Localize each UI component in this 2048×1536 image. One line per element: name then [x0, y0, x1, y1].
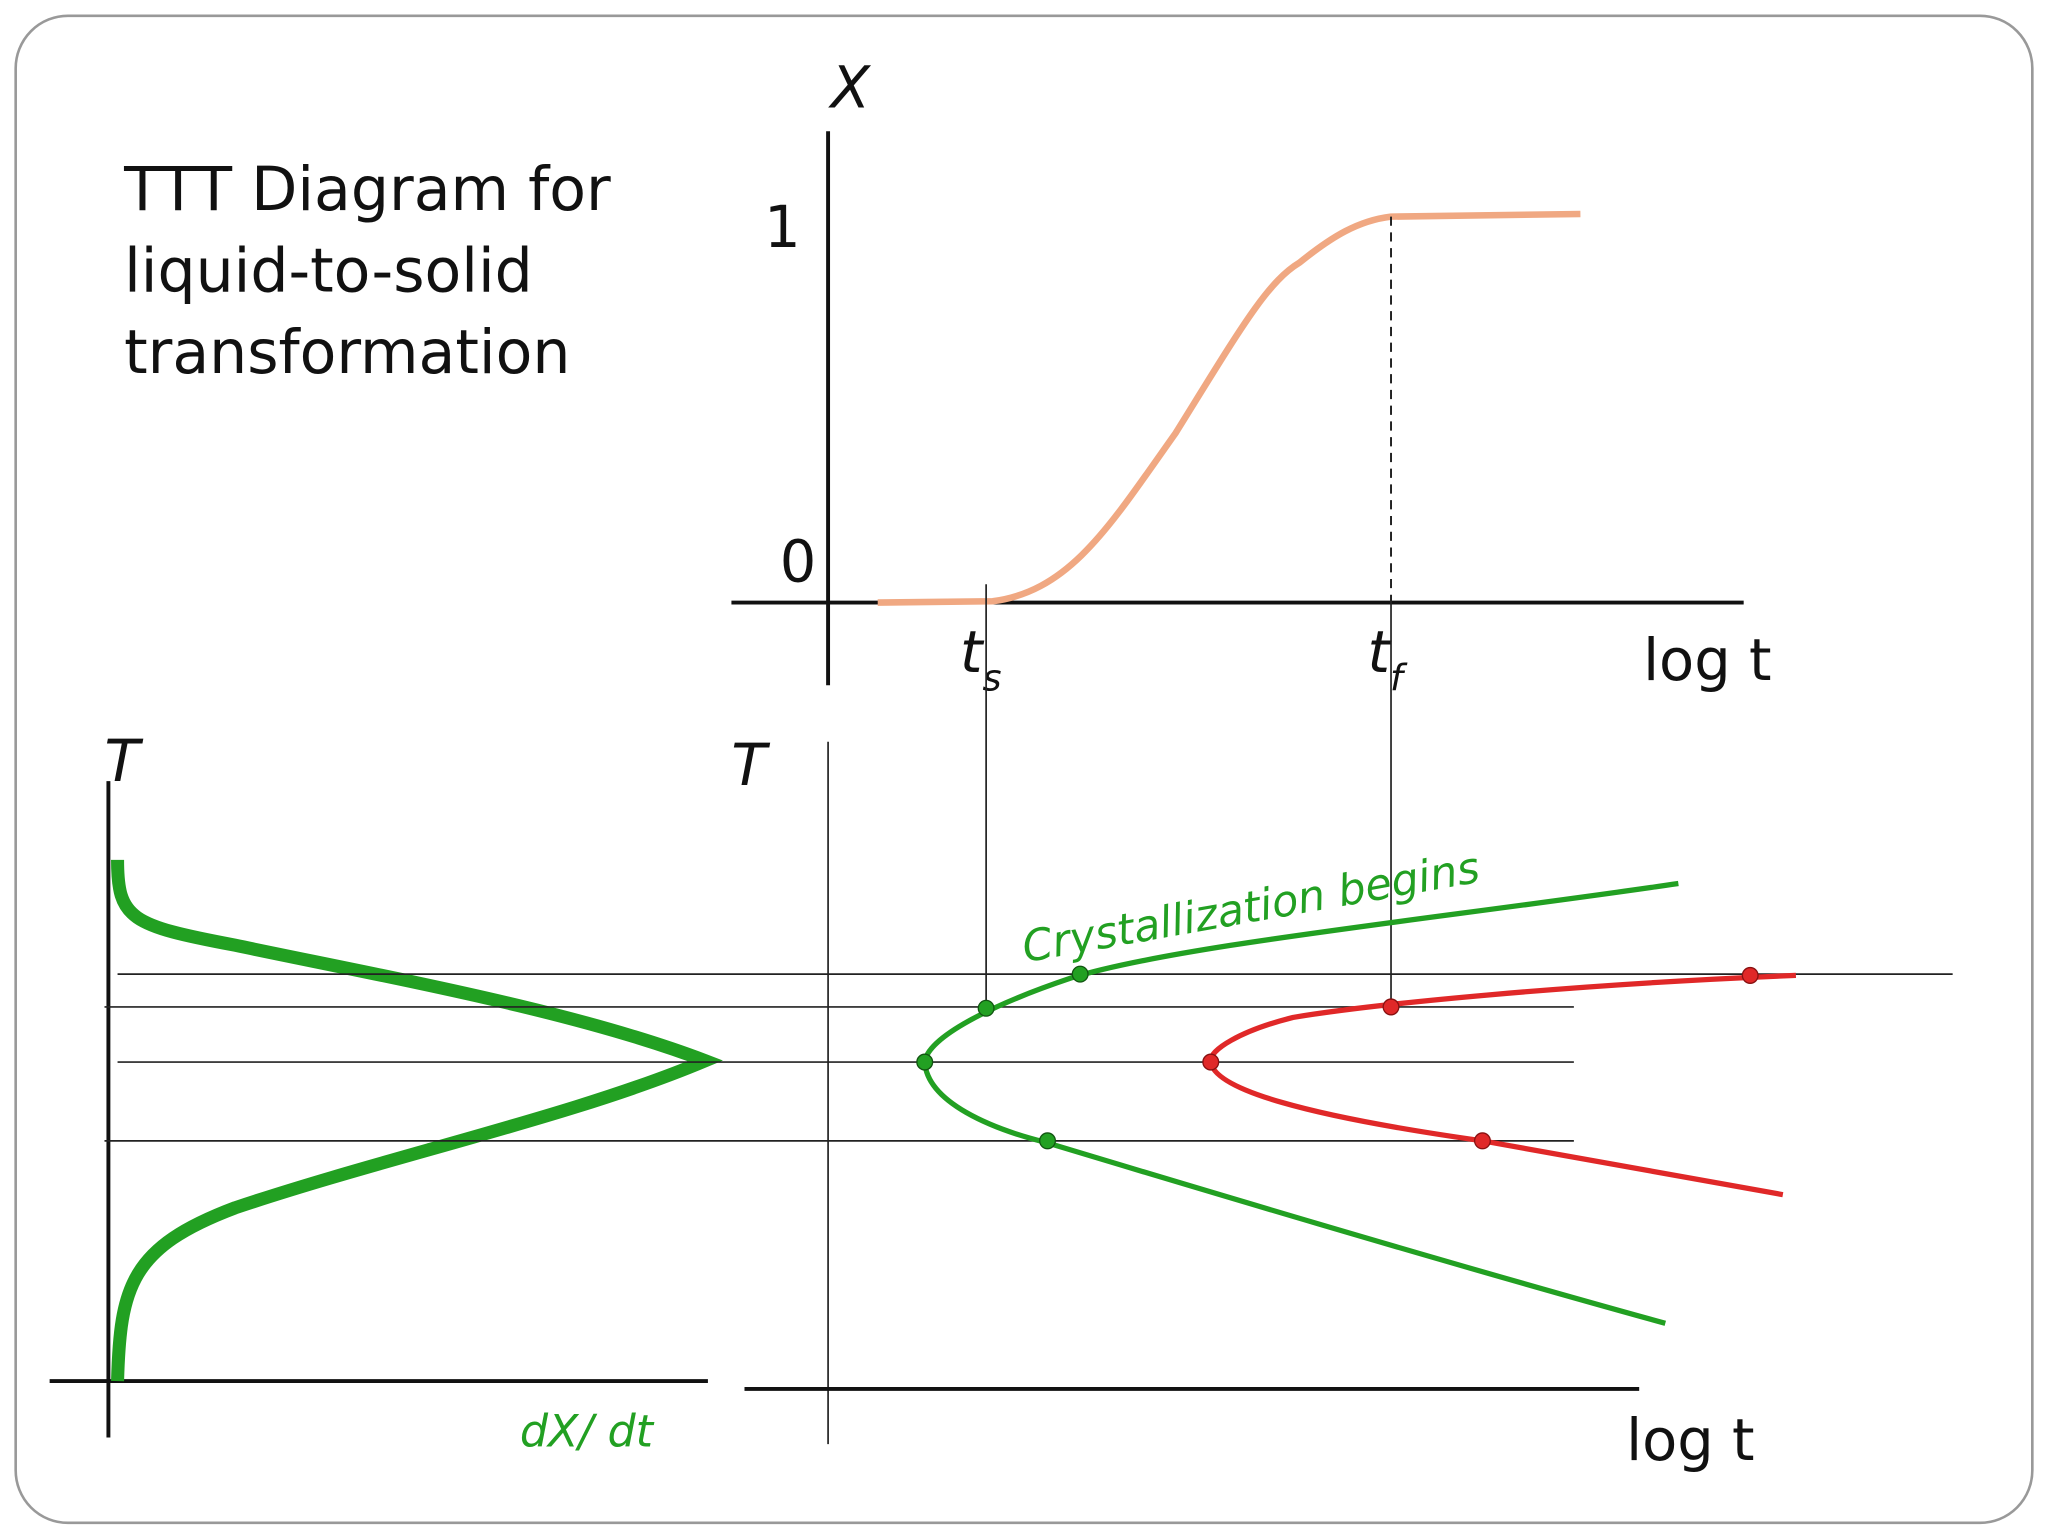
axis-label: log t — [1626, 1407, 1754, 1474]
finish-points — [1202, 966, 1759, 1150]
point — [1202, 1053, 1220, 1071]
axis-label: X — [828, 55, 872, 122]
time-label: ts — [960, 619, 1002, 700]
tick-label: 0 — [780, 528, 817, 595]
point — [1071, 965, 1089, 983]
point — [1473, 1132, 1491, 1150]
point — [1039, 1132, 1056, 1150]
subscript: s — [983, 656, 1002, 699]
frame — [14, 14, 2034, 1525]
tick-label: 1 — [764, 194, 801, 261]
title-line: TTT Diagram for — [123, 155, 611, 225]
axis-label: dX/ dt — [520, 1407, 655, 1458]
point — [1382, 998, 1400, 1016]
rate-curve — [111, 859, 723, 1382]
title-line: transformation — [124, 318, 570, 388]
base: t — [1368, 619, 1393, 686]
base: t — [960, 619, 985, 686]
title-line: liquid-to-solid — [124, 236, 533, 306]
transformed-fraction-curve — [877, 210, 1581, 606]
point — [916, 1053, 934, 1071]
axis-label: T — [104, 728, 143, 795]
axis-label: log t — [1643, 627, 1771, 694]
start-points — [916, 965, 1089, 1150]
point — [977, 999, 995, 1017]
axis-label: T — [731, 732, 770, 799]
finish-curve — [1208, 972, 1797, 1198]
point — [1741, 966, 1759, 984]
